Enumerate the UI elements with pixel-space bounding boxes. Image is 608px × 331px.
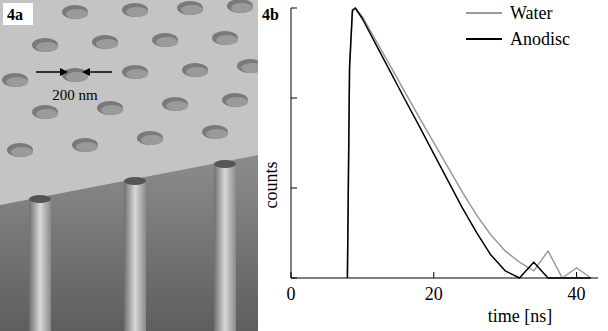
pore-mouth — [29, 195, 51, 203]
pore-inner — [66, 9, 88, 19]
pore-inner — [166, 101, 188, 111]
scale-arrow — [36, 71, 60, 73]
legend-label: Water — [510, 3, 553, 23]
pore-inner — [141, 135, 163, 145]
pore-inner — [216, 35, 238, 45]
membrane-front — [0, 155, 258, 331]
y-axis-title: counts — [261, 162, 281, 209]
pore — [137, 131, 163, 145]
legend-swatch — [466, 38, 502, 40]
pore — [222, 93, 248, 107]
pore-channel — [124, 181, 146, 331]
pore-inner — [181, 5, 203, 15]
pore — [32, 38, 58, 52]
pore — [122, 65, 148, 79]
pore — [202, 125, 228, 139]
pore-mouth — [124, 177, 146, 185]
pore-inner — [6, 77, 28, 87]
pore — [177, 1, 203, 15]
pore-inner — [36, 109, 58, 119]
membrane-top — [0, 0, 258, 331]
pore — [72, 138, 98, 152]
pore — [152, 33, 178, 47]
pore-inner — [66, 72, 88, 82]
y-tick — [291, 278, 297, 279]
pore — [7, 143, 33, 157]
pore-inner — [126, 7, 148, 17]
plot-lines — [347, 8, 590, 278]
pore-channel — [29, 199, 51, 331]
pore — [227, 0, 253, 13]
decay-line — [347, 8, 590, 278]
x-tick — [291, 272, 292, 278]
membrane-illustration — [0, 0, 258, 331]
pore — [182, 63, 208, 77]
y-axis — [291, 8, 292, 278]
x-tick — [433, 272, 434, 278]
pore — [92, 35, 118, 49]
pore-inner — [206, 129, 228, 139]
pore-inner — [186, 67, 208, 77]
y-tick — [291, 98, 297, 99]
pore — [62, 5, 88, 19]
pore-inner — [96, 39, 118, 49]
pore-inner — [156, 37, 178, 47]
legend-swatch — [466, 12, 502, 14]
pore-inner — [11, 147, 33, 157]
panel-label: 4a — [7, 6, 23, 23]
pore — [237, 59, 258, 73]
y-tick — [291, 8, 297, 9]
pore — [212, 31, 238, 45]
decay-line — [347, 8, 590, 278]
legend-label: Anodisc — [510, 29, 570, 49]
pore-inner — [36, 42, 58, 52]
scale-arrow — [90, 71, 112, 73]
x-tick-label: 0 — [287, 284, 296, 304]
figure: 200 nm 4a 0 20 40 Water Anodisc 4b counts time [n… — [0, 0, 608, 331]
pore-inner — [76, 142, 98, 152]
pore — [162, 97, 188, 111]
pore-inner — [226, 97, 248, 107]
pore — [32, 105, 58, 119]
scale-arrowhead — [82, 68, 90, 76]
pore-mouth — [214, 160, 236, 168]
scale-arrowhead — [60, 68, 68, 76]
pore-channel — [214, 164, 236, 331]
pore — [97, 101, 123, 115]
x-tick — [576, 272, 577, 278]
x-tick-label: 20 — [425, 284, 443, 304]
scale-label: 200 nm — [52, 87, 98, 103]
pore-inner — [126, 69, 148, 79]
x-axis-title: time [ns] — [488, 306, 553, 326]
pore — [62, 68, 88, 82]
panel-label: 4b — [262, 6, 279, 23]
pore-inner — [241, 63, 258, 73]
pore — [122, 3, 148, 17]
y-tick — [291, 188, 297, 189]
panel-label-box — [3, 3, 33, 25]
pore-inner — [231, 3, 253, 13]
x-tick-label: 40 — [568, 284, 586, 304]
pore — [2, 73, 28, 87]
pore-inner — [101, 105, 123, 115]
